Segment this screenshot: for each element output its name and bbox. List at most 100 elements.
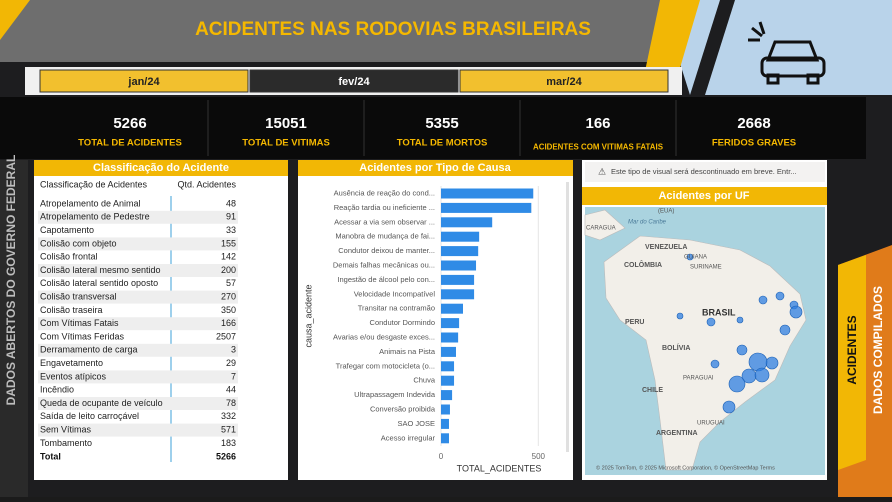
row-band <box>38 343 238 357</box>
cell: 142 <box>221 252 236 262</box>
cell: Saída de leito carroçável <box>40 411 139 421</box>
tab[interactable] <box>39 69 249 93</box>
cell: 44 <box>226 385 236 395</box>
kpi-value: 5355 <box>425 115 458 132</box>
warning-icon: ⚠ <box>598 166 606 176</box>
cell: 29 <box>226 358 236 368</box>
x-tick-label: 500 <box>532 452 546 461</box>
cell: Engavetamento <box>40 358 103 368</box>
side-text: ACIDENTES <box>845 315 859 384</box>
warning-text: Este tipo de visual será descontinuado e… <box>611 167 797 176</box>
cell: 91 <box>226 212 236 222</box>
row-band <box>38 317 238 331</box>
cell: 48 <box>226 198 236 208</box>
y-tick-label: Chuva <box>413 376 436 385</box>
cell: 200 <box>221 265 236 275</box>
y-tick-label: Demais falhas mecânicas ou... <box>333 260 435 269</box>
cell: 57 <box>226 278 236 288</box>
cell: 350 <box>221 305 236 315</box>
x-tick-label: 0 <box>439 452 444 461</box>
y-tick-label: Acessar a via sem observar ... <box>334 217 435 226</box>
cell: 183 <box>221 438 236 448</box>
y-tick-label: Avarias e/ou desgaste exces... <box>333 332 435 341</box>
map-label: BOLÍVIA <box>662 343 690 352</box>
bar <box>441 390 453 401</box>
y-tick-label: Animais na Pista <box>379 347 436 356</box>
cell: Queda de ocupante de veículo <box>40 398 163 408</box>
kpi-value: 166 <box>585 115 610 132</box>
tab[interactable] <box>249 69 459 93</box>
left-strip <box>0 160 28 497</box>
cell: 33 <box>226 225 236 235</box>
cell: 332 <box>221 411 236 421</box>
row-band <box>38 290 238 304</box>
cell: 78 <box>226 398 236 408</box>
map-label: GUIANA <box>684 255 707 261</box>
cell: Capotamento <box>40 225 94 235</box>
cell: Colisão lateral mesmo sentido <box>40 265 161 275</box>
y-tick-label: Trafegar com motocicleta (o... <box>336 361 435 370</box>
bar <box>441 260 477 271</box>
map-label: URUGUAI <box>697 421 725 427</box>
chart-title: Acidentes por Tipo de Causa <box>359 162 511 174</box>
tab-label[interactable]: mar/24 <box>546 76 582 88</box>
map-label: SURINAME <box>690 265 722 271</box>
bar <box>441 346 456 357</box>
row-band <box>38 423 238 437</box>
bar <box>441 318 460 329</box>
map-label: PERU <box>625 319 644 326</box>
kpi-value: 15051 <box>265 115 307 132</box>
bar <box>441 202 532 213</box>
y-tick-label: Ultrapassagem Indevida <box>354 390 436 399</box>
y-tick-label: Ausência de reação do cond... <box>334 188 435 197</box>
y-tick-label: Manobra de mudança de fai... <box>335 232 435 241</box>
bar <box>441 274 475 285</box>
warning-bar <box>585 162 825 182</box>
y-tick-label: Velocidade Incompatível <box>354 289 436 298</box>
map-label: PARAGUAI <box>683 376 714 382</box>
total-value: 5266 <box>216 451 236 461</box>
map-label: (EUA) <box>658 209 674 215</box>
map-label: COLÔMBIA <box>624 260 662 269</box>
kpi-value: 5266 <box>113 115 146 132</box>
y-tick-label: Acesso irregular <box>381 433 436 442</box>
chart-panel <box>298 160 573 480</box>
cell: Eventos atípicos <box>40 371 107 381</box>
y-axis-label: causa_acidente <box>303 284 313 347</box>
row-band <box>38 397 238 410</box>
y-tick-label: Transitar na contramão <box>358 304 435 313</box>
cell: Atropelamento de Animal <box>40 198 141 208</box>
map-attribution: © 2025 TomTom, © 2025 Microsoft Corporat… <box>596 464 775 471</box>
bar <box>441 332 459 343</box>
cell: Incêndio <box>40 385 74 395</box>
scrollbar <box>566 182 569 452</box>
tab-label[interactable]: fev/24 <box>338 76 370 88</box>
cell: 166 <box>221 318 236 328</box>
cell: Atropelamento de Pedestre <box>40 212 150 222</box>
cell: Colisão frontal <box>40 252 98 262</box>
map-title: Acidentes por UF <box>658 190 749 202</box>
map-bubbles <box>676 253 803 414</box>
map-label: CHILE <box>642 387 663 394</box>
cell: Colisão traseira <box>40 305 103 315</box>
cell: Com Vítimas Fatais <box>40 318 119 328</box>
bar <box>441 231 480 242</box>
total-label: Total <box>40 451 61 461</box>
kpi-value: 2668 <box>737 115 770 132</box>
bar <box>441 361 455 372</box>
y-tick-label: Condutor Dormindo <box>370 318 435 327</box>
cell: 3 <box>231 345 236 355</box>
tab-label[interactable]: jan/24 <box>127 76 160 88</box>
car-icon <box>748 21 826 85</box>
cell: 7 <box>231 371 236 381</box>
right-strip-inner <box>838 255 866 470</box>
map-label: CARAGUA <box>586 226 616 232</box>
row-band <box>38 210 238 224</box>
y-tick-label: Condutor deixou de manter... <box>338 246 435 255</box>
map-labels: (EUA) CARAGUA Mar do Caribe VENEZUELA CO… <box>586 209 736 437</box>
cell: 2507 <box>216 331 236 341</box>
bar <box>441 217 493 228</box>
header-band <box>0 0 700 62</box>
tab[interactable] <box>459 69 669 93</box>
